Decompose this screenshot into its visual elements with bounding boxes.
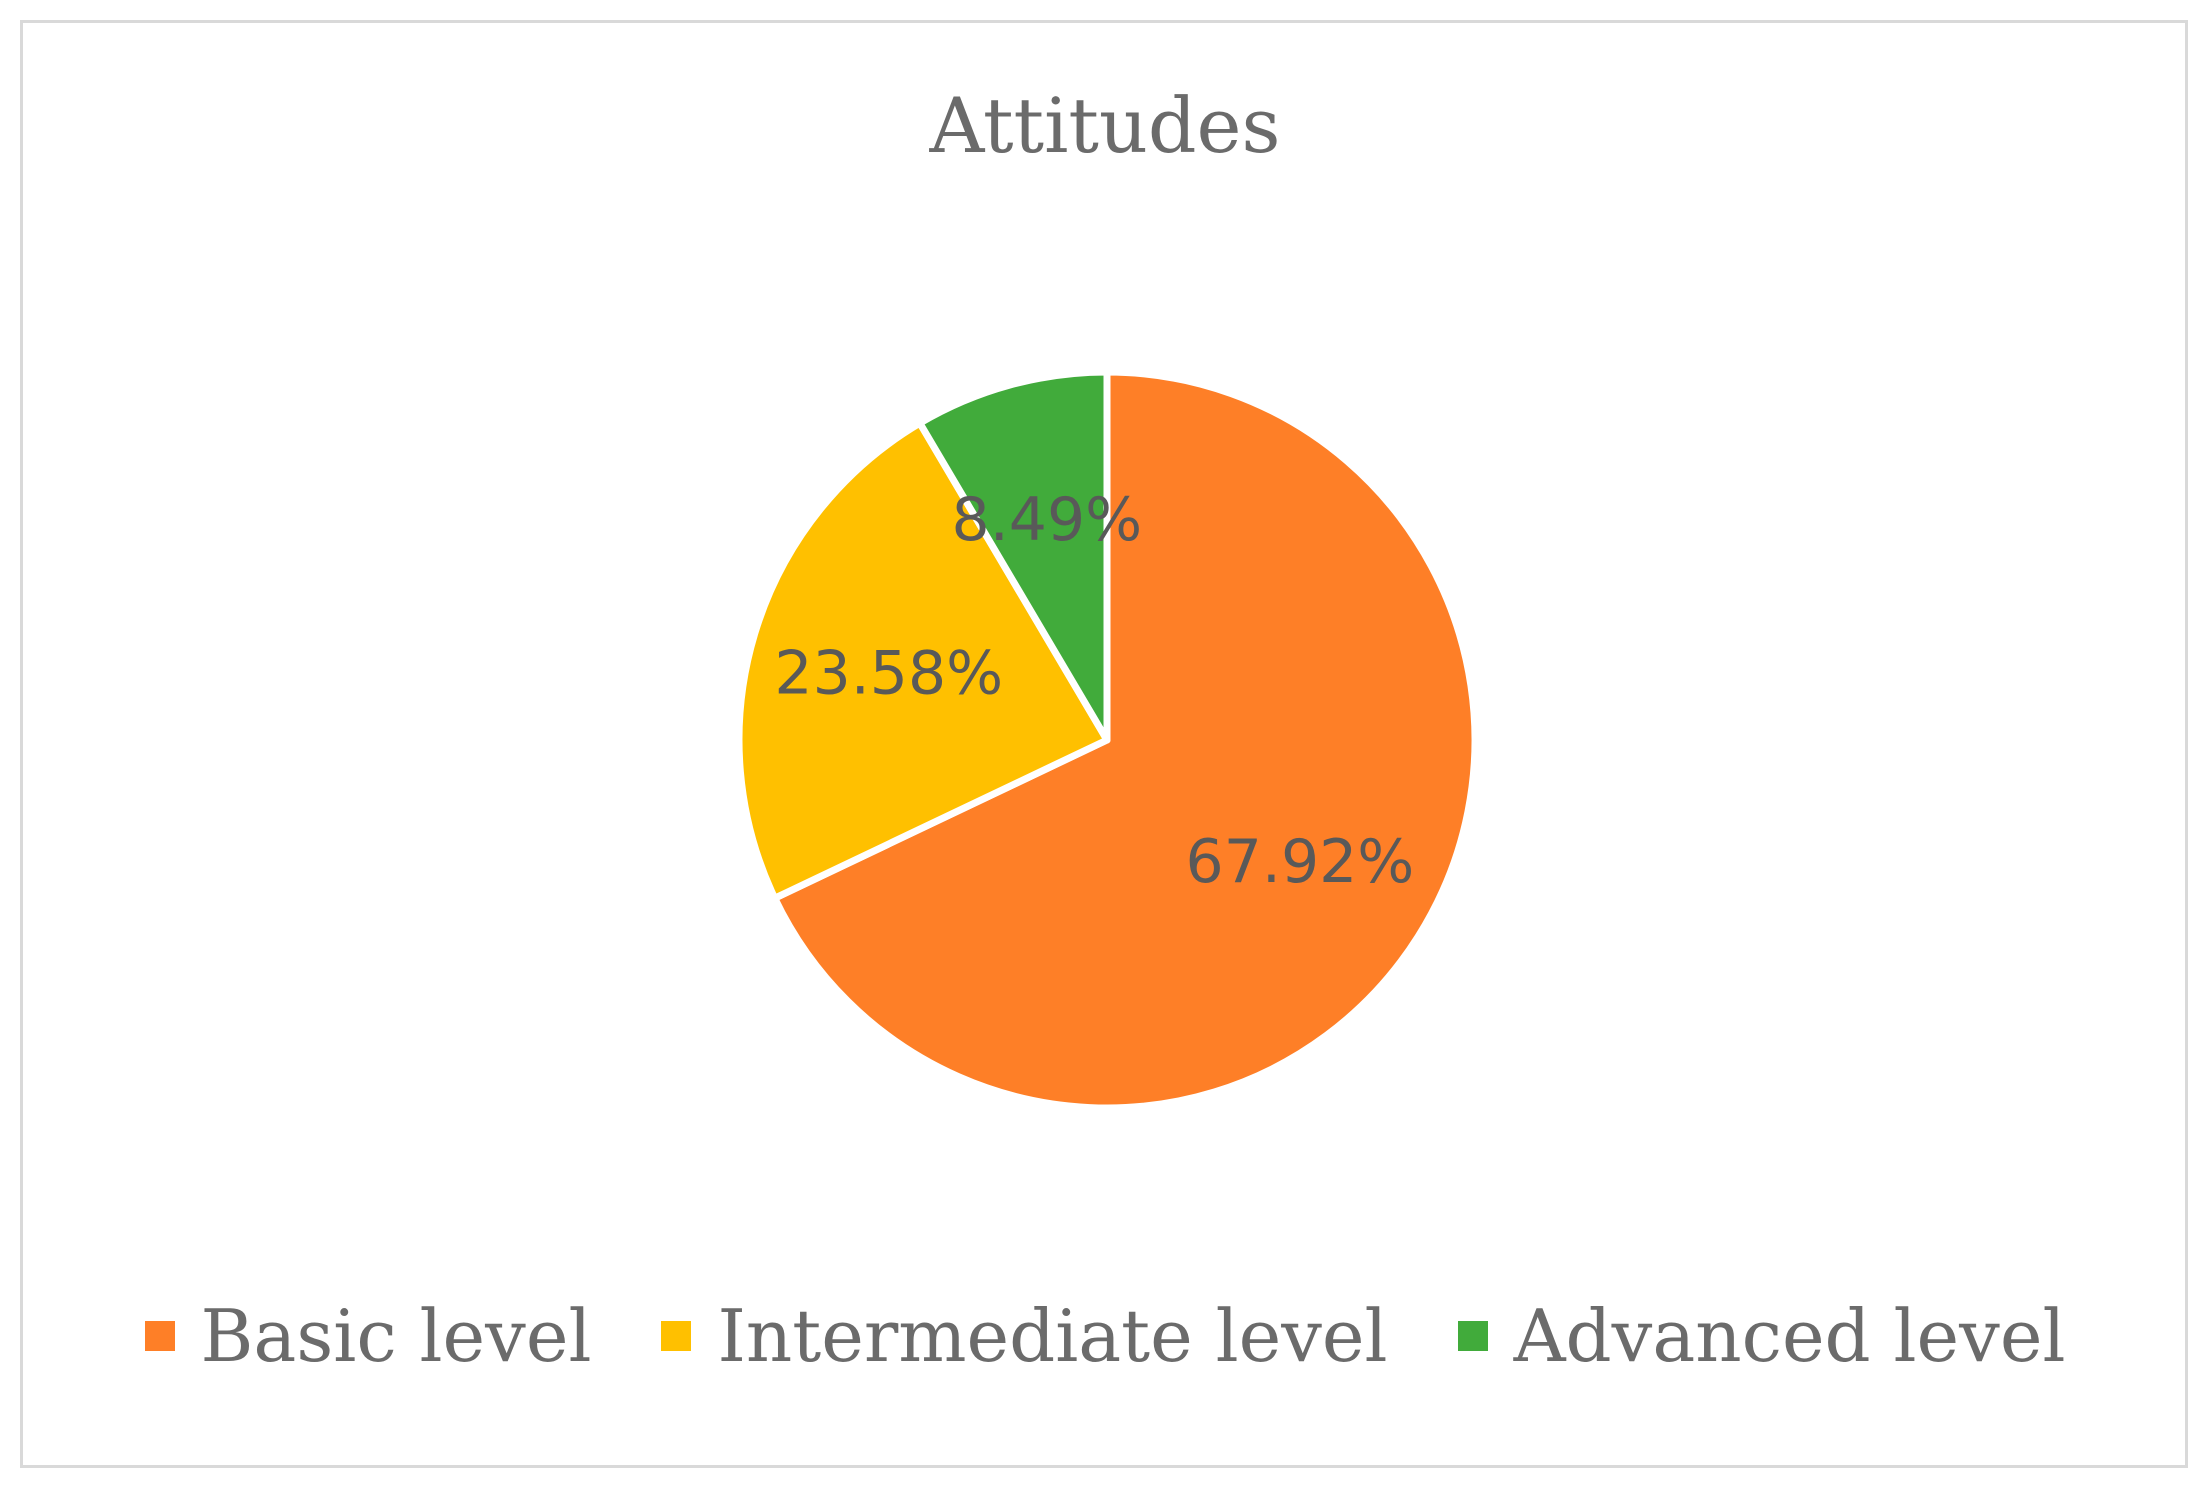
chart-title: Attitudes xyxy=(929,81,1281,170)
data-label-advanced-level: 8.49% xyxy=(952,485,1143,555)
legend-label-advanced-level: Advanced level xyxy=(1513,1294,2066,1378)
legend-swatch-advanced-level xyxy=(1457,1321,1488,1351)
pie-slice-advanced-level xyxy=(916,368,1111,744)
data-label-intermediate-level: 23.58% xyxy=(774,638,1003,708)
data-label-basic-level: 67.92% xyxy=(1186,827,1415,897)
legend-item-advanced-level: Advanced level xyxy=(1457,1294,2066,1378)
legend-item-basic-level: Basic level xyxy=(144,1294,592,1378)
legend-label-intermediate-level: Intermediate level xyxy=(717,1294,1388,1378)
legend-swatch-intermediate-level xyxy=(661,1321,692,1351)
pie-slice-intermediate-level xyxy=(735,419,1111,902)
legend: Basic level Intermediate level Advanced … xyxy=(0,1300,2210,1372)
legend-swatch-basic-level xyxy=(144,1321,175,1351)
legend-label-basic-level: Basic level xyxy=(200,1294,592,1378)
pie-slice-basic-level xyxy=(771,368,1479,1112)
legend-item-intermediate-level: Intermediate level xyxy=(661,1294,1388,1378)
